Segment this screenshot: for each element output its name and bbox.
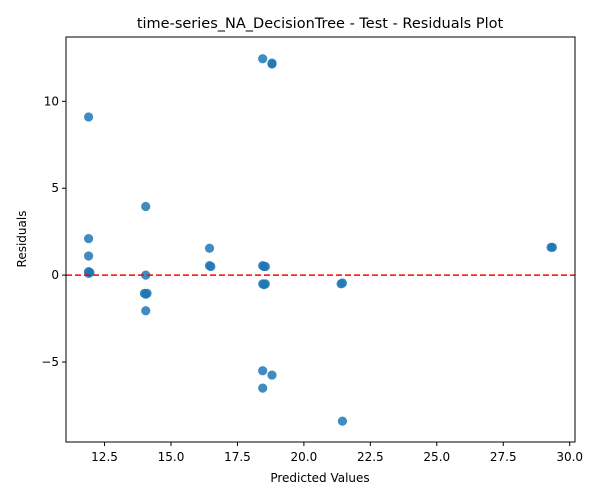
scatter-point bbox=[141, 270, 151, 280]
x-tick-label: 17.5 bbox=[224, 450, 251, 464]
y-tick-label: 5 bbox=[51, 181, 59, 195]
x-tick-label: 20.0 bbox=[291, 450, 318, 464]
y-tick-label: −5 bbox=[41, 355, 59, 369]
scatter-point bbox=[141, 306, 151, 316]
x-tick-label: 30.0 bbox=[556, 450, 583, 464]
y-tick-label: 10 bbox=[44, 94, 59, 108]
scatter-point bbox=[83, 112, 94, 122]
x-tick-label: 27.5 bbox=[490, 450, 517, 464]
scatter-point bbox=[258, 366, 268, 376]
scatter-point bbox=[547, 242, 558, 252]
x-tick-label: 25.0 bbox=[423, 450, 450, 464]
scatter-point bbox=[260, 279, 270, 289]
y-axis-ticks: −5 0 5 10 bbox=[41, 94, 66, 369]
scatter-point bbox=[141, 201, 151, 212]
scatter-point bbox=[260, 261, 270, 272]
scatter-point bbox=[336, 279, 346, 289]
x-tick-label: 12.5 bbox=[91, 450, 118, 464]
scatter-point bbox=[337, 416, 348, 426]
scatter-point bbox=[258, 54, 268, 64]
scatter-point bbox=[204, 243, 215, 253]
x-axis-label: Predicted Values bbox=[270, 471, 369, 485]
scatter-point bbox=[258, 383, 268, 393]
x-tick-label: 15.0 bbox=[158, 450, 185, 464]
x-tick-label: 22.5 bbox=[357, 450, 384, 464]
y-tick-label: 0 bbox=[51, 268, 59, 282]
axes-frame bbox=[65, 36, 576, 443]
chart-title: time-series_NA_DecisionTree - Test - Res… bbox=[137, 16, 504, 32]
scatter-point bbox=[267, 370, 277, 380]
scatter-point bbox=[83, 251, 94, 261]
y-axis-label: Residuals bbox=[15, 211, 29, 268]
scatter-point bbox=[267, 59, 277, 69]
scatter-point bbox=[142, 288, 152, 298]
scatter-point bbox=[83, 234, 94, 244]
scatter-point bbox=[206, 261, 216, 272]
x-axis-ticks: 12.5 15.0 17.5 20.0 22.5 25.0 27.5 30.0 bbox=[91, 442, 583, 464]
plot-area bbox=[66, 54, 575, 426]
